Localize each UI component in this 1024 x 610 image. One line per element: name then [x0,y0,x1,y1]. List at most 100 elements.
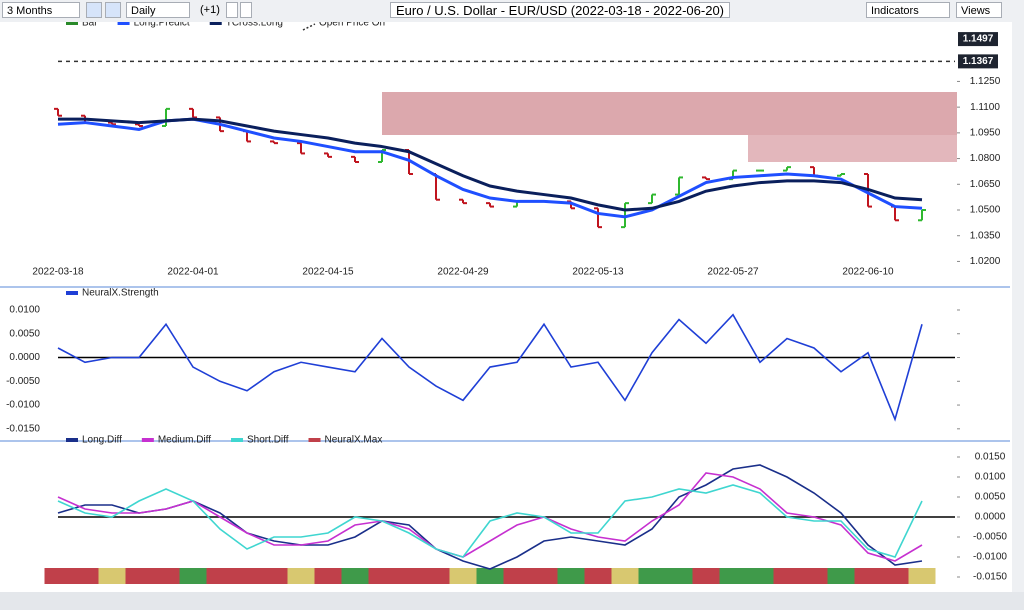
y-tick-label: 1.0950 [970,127,1001,138]
y-tick-label: 0.0000 [975,512,1006,523]
strip-cell [179,568,207,584]
strip-cell [287,568,315,584]
y-tick-label: 0.0150 [975,452,1006,463]
interval-select[interactable]: Daily [126,2,190,18]
resistance-zone [382,92,957,135]
legend-swatch [231,438,244,442]
legend-label: NeuralX.Strength [82,288,159,299]
price-bar [594,207,602,229]
legend-swatch [209,22,222,25]
legend-label: Open Price On [319,22,385,29]
strip-cell [854,568,882,584]
price-bar [837,173,845,177]
x-tick-label: 2022-04-15 [302,267,354,278]
legend-label: Long.Predict [134,22,190,29]
offset-minus[interactable] [240,2,252,18]
indicators-menu[interactable]: Indicators [866,2,950,18]
y-tick-label: -0.0150 [6,423,40,434]
series-line [58,117,923,212]
y-tick-label: 1.0500 [970,205,1001,216]
strip-cell [746,568,774,584]
price-bar [621,202,629,229]
price-bar [783,166,791,172]
price-bar [918,209,926,222]
x-tick-label: 2022-05-27 [707,267,759,278]
toolbar: 3 Months Daily (+1) Euro / U.S. Dollar -… [0,0,1024,23]
strip-cell [881,568,909,584]
price-label-box [958,54,998,69]
x-tick-label: 2022-04-29 [437,267,489,278]
price-bar [297,142,305,155]
legend-label: Long.Diff [82,435,122,446]
strip-cell [71,568,99,584]
y-tick-label: -0.0050 [6,376,40,387]
strip-cell [692,568,720,584]
zoom-out[interactable] [105,2,121,18]
price-bar [675,176,683,196]
strip-cell [395,568,423,584]
strip-cell [584,568,612,584]
strip-cell [800,568,828,584]
legend-label: Medium.Diff [158,435,211,446]
y-tick-label: 1.0650 [970,179,1001,190]
x-tick-label: 2022-06-10 [842,267,894,278]
side-toolbar [1012,22,1024,592]
strip-cell [368,568,396,584]
price-bar [270,140,278,145]
strip-cell [233,568,261,584]
legend-swatch [66,438,78,442]
strip-cell [827,568,855,584]
x-tick-label: 2022-05-13 [572,267,624,278]
legend-label: Bar [82,22,98,29]
legend-swatch [141,438,154,442]
range-select[interactable]: 3 Months [2,2,80,18]
price-bar [108,121,116,126]
strip-cell [260,568,288,584]
y-tick-label: 1.0350 [970,230,1001,241]
strip-cell [125,568,153,584]
strip-cell [449,568,477,584]
price-bar [459,198,467,205]
scrollbar[interactable] [0,592,1024,610]
offset-plus[interactable] [226,2,238,18]
price-bar [135,123,143,127]
price-bar [189,107,197,119]
price-label-box [958,32,998,47]
y-tick-label: 0.0100 [975,472,1006,483]
legend-label: Short.Diff [247,435,289,446]
strip-cell [611,568,639,584]
price-bar [702,176,710,181]
zoom-in[interactable] [86,2,102,18]
y-tick-label: -0.0050 [973,532,1007,543]
chart-area: 1.0200 1.0350 1.0500 1.0650 1.0800 1.0950 1.11… [0,22,1024,610]
x-tick-label: 2022-03-18 [32,267,84,278]
strip-cell [503,568,531,584]
series-line [57,484,923,558]
y-tick-label: 0.0050 [9,328,40,339]
strip-cell [719,568,747,584]
y-tick-label: 0.0000 [9,352,40,363]
strip-cell [98,568,126,584]
price-bar [54,107,62,117]
y-tick-label: 0.0050 [975,492,1006,503]
y-tick-label: 1.0800 [970,153,1001,164]
strip-cell [44,568,72,584]
price-bar [351,155,359,163]
y-tick-label: -0.0100 [973,552,1007,563]
y-tick-label: 0.0100 [9,305,40,316]
price-label: 1.1497 [963,34,994,45]
y-tick-label: 1.1250 [970,76,1001,87]
series-line [57,464,923,570]
price-label: 1.1367 [963,56,994,67]
strip-cell [422,568,450,584]
strip-cell [773,568,801,584]
strip-cell [206,568,234,584]
price-bar [162,107,170,127]
legend-label: TCross.Long [226,22,283,29]
views-menu[interactable]: Views [956,2,1002,18]
x-tick-label: 2022-04-01 [167,267,219,278]
strip-cell [665,568,693,584]
legend-label: NeuralX.Max [325,435,383,446]
y-tick-label: 1.1100 [970,102,1000,113]
